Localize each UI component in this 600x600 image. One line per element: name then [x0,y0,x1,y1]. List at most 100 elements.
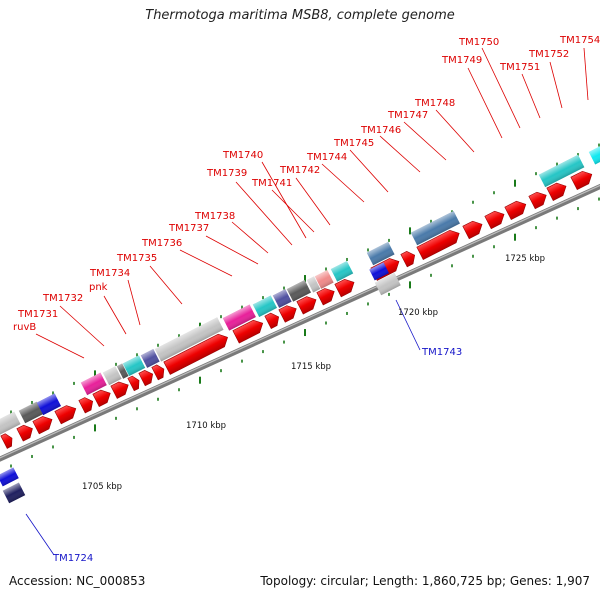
forward-gene-4-shape [54,405,77,425]
forward-gene-21[interactable] [462,218,485,240]
forward-gene-24[interactable] [528,189,550,210]
gene-box-17[interactable] [366,241,395,266]
forward-gene-16-shape [316,288,335,306]
forward-gene-4[interactable] [54,402,79,425]
gene-box-7[interactable] [122,355,146,377]
forward-gene-12-shape [232,319,264,344]
forward-gene-26-shape [570,170,593,191]
forward-gene-16[interactable] [316,285,338,306]
forward-gene-3[interactable] [32,413,55,435]
reverse-gene-tm1743-arrow[interactable] [369,262,389,281]
map-title: Thermotoga maritima MSB8, complete genom… [145,8,455,23]
forward-gene-7[interactable] [110,379,132,399]
forward-gene-23-shape [504,200,527,221]
gene-box-16[interactable] [330,260,354,282]
reverse-gene-tm1743[interactable] [374,272,401,296]
reverse-gene-tm1724[interactable] [2,482,26,504]
gene-label-tm1740[interactable]: TM1740 [222,150,263,161]
gene-label-tm1746[interactable]: TM1746 [360,125,401,136]
forward-gene-13[interactable] [264,311,282,329]
leader-tm1743 [395,299,421,351]
scale-label-1715: 1715 kbp [291,362,331,372]
forward-gene-5[interactable] [78,395,96,414]
forward-gene-11[interactable] [163,331,231,375]
gene-label-tm1747[interactable]: TM1747 [387,110,428,121]
leader-red-17 [435,109,475,153]
gene-label-tm1745[interactable]: TM1745 [333,138,374,149]
gene-label-tm1724[interactable]: TM1724 [52,553,93,564]
reverse-gene-tm1724-arrow[interactable] [0,467,19,487]
gene-box-18[interactable] [410,211,460,246]
gene-box-8[interactable] [140,349,160,368]
forward-gene-6-shape [92,389,111,408]
forward-gene-23[interactable] [504,198,529,221]
gene-label-tm1736[interactable]: TM1736 [141,238,182,249]
forward-gene-21-shape [462,220,483,240]
gene-label-ruvb[interactable]: ruvB [13,322,36,333]
forward-gene-26[interactable] [570,168,595,191]
gene-box-6[interactable] [116,363,129,379]
gene-box-13[interactable] [286,280,311,302]
gene-label-tm1750[interactable]: TM1750 [458,37,499,48]
forward-gene-15[interactable] [296,293,319,315]
gene-label-tm1742[interactable]: TM1742 [279,165,320,176]
gene-label-tm1751[interactable]: TM1751 [499,62,540,73]
forward-gene-14[interactable] [278,302,300,323]
leader-red-4 [127,279,141,326]
gene-label-tm1737[interactable]: TM1737 [168,223,209,234]
leader-red-10 [261,161,307,239]
gene-box-4[interactable] [80,372,107,396]
gene-box-12[interactable] [272,289,292,308]
gene-box-5[interactable] [102,366,122,386]
gene-label-tm1734[interactable]: TM1734 [89,268,130,279]
gene-box-1[interactable] [0,411,21,436]
forward-gene-19[interactable] [400,249,418,268]
gene-box-2[interactable] [18,401,43,424]
gene-label-tm1741[interactable]: TM1741 [251,178,292,189]
gene-box-3-shine [36,393,61,416]
forward-gene-15-shape [296,296,317,315]
leader-red-14 [349,149,389,193]
forward-gene-10[interactable] [151,363,167,381]
gene-box-20[interactable] [588,145,600,165]
gene-label-tm1743[interactable]: TM1743 [421,347,462,358]
gene-box-11[interactable] [252,295,277,318]
gene-track [0,145,600,504]
forward-gene-17-shape [334,278,355,298]
forward-gene-6[interactable] [92,387,114,408]
gene-box-3[interactable] [36,393,61,416]
forward-gene-9[interactable] [138,368,156,387]
gene-box-19[interactable] [538,154,585,188]
gene-label-tm1754[interactable]: TM1754 [559,35,600,46]
gene-box-15[interactable] [314,270,334,289]
gene-label-tm1735[interactable]: TM1735 [116,253,157,264]
gene-label-tm1739[interactable]: TM1739 [206,168,247,179]
gene-box-14[interactable] [306,276,321,293]
gene-label-tm1738[interactable]: TM1738 [194,211,235,222]
gene-label-tm1731[interactable]: TM1731 [17,309,58,320]
forward-gene-12[interactable] [232,317,266,344]
gene-box-17-shine [366,241,395,266]
forward-gene-22[interactable] [484,208,507,230]
leader-red-1 [35,333,85,359]
gene-label-tm1748[interactable]: TM1748 [414,98,455,109]
gene-label-tm1744[interactable]: TM1744 [306,152,347,163]
forward-gene-20[interactable] [416,227,463,260]
gene-label-tm1752[interactable]: TM1752 [528,49,569,60]
leader-tm1724 [25,513,55,556]
reverse-gene-tm1724-shine [2,482,26,504]
gene-box-10[interactable] [222,304,256,331]
forward-gene-2-shape [16,424,33,442]
forward-gene-2[interactable] [16,422,36,442]
forward-gene-1[interactable] [0,432,15,449]
forward-gene-25[interactable] [546,180,569,201]
leader-red-7 [205,235,259,265]
forward-gene-17[interactable] [334,276,357,298]
forward-gene-8[interactable] [127,374,142,392]
gene-label-pnk[interactable]: pnk [89,282,108,293]
gene-box-9[interactable] [154,317,224,362]
gene-label-tm1732[interactable]: TM1732 [42,293,83,304]
forward-gene-10-shape [151,364,165,381]
gene-label-tm1749[interactable]: TM1749 [441,55,482,66]
